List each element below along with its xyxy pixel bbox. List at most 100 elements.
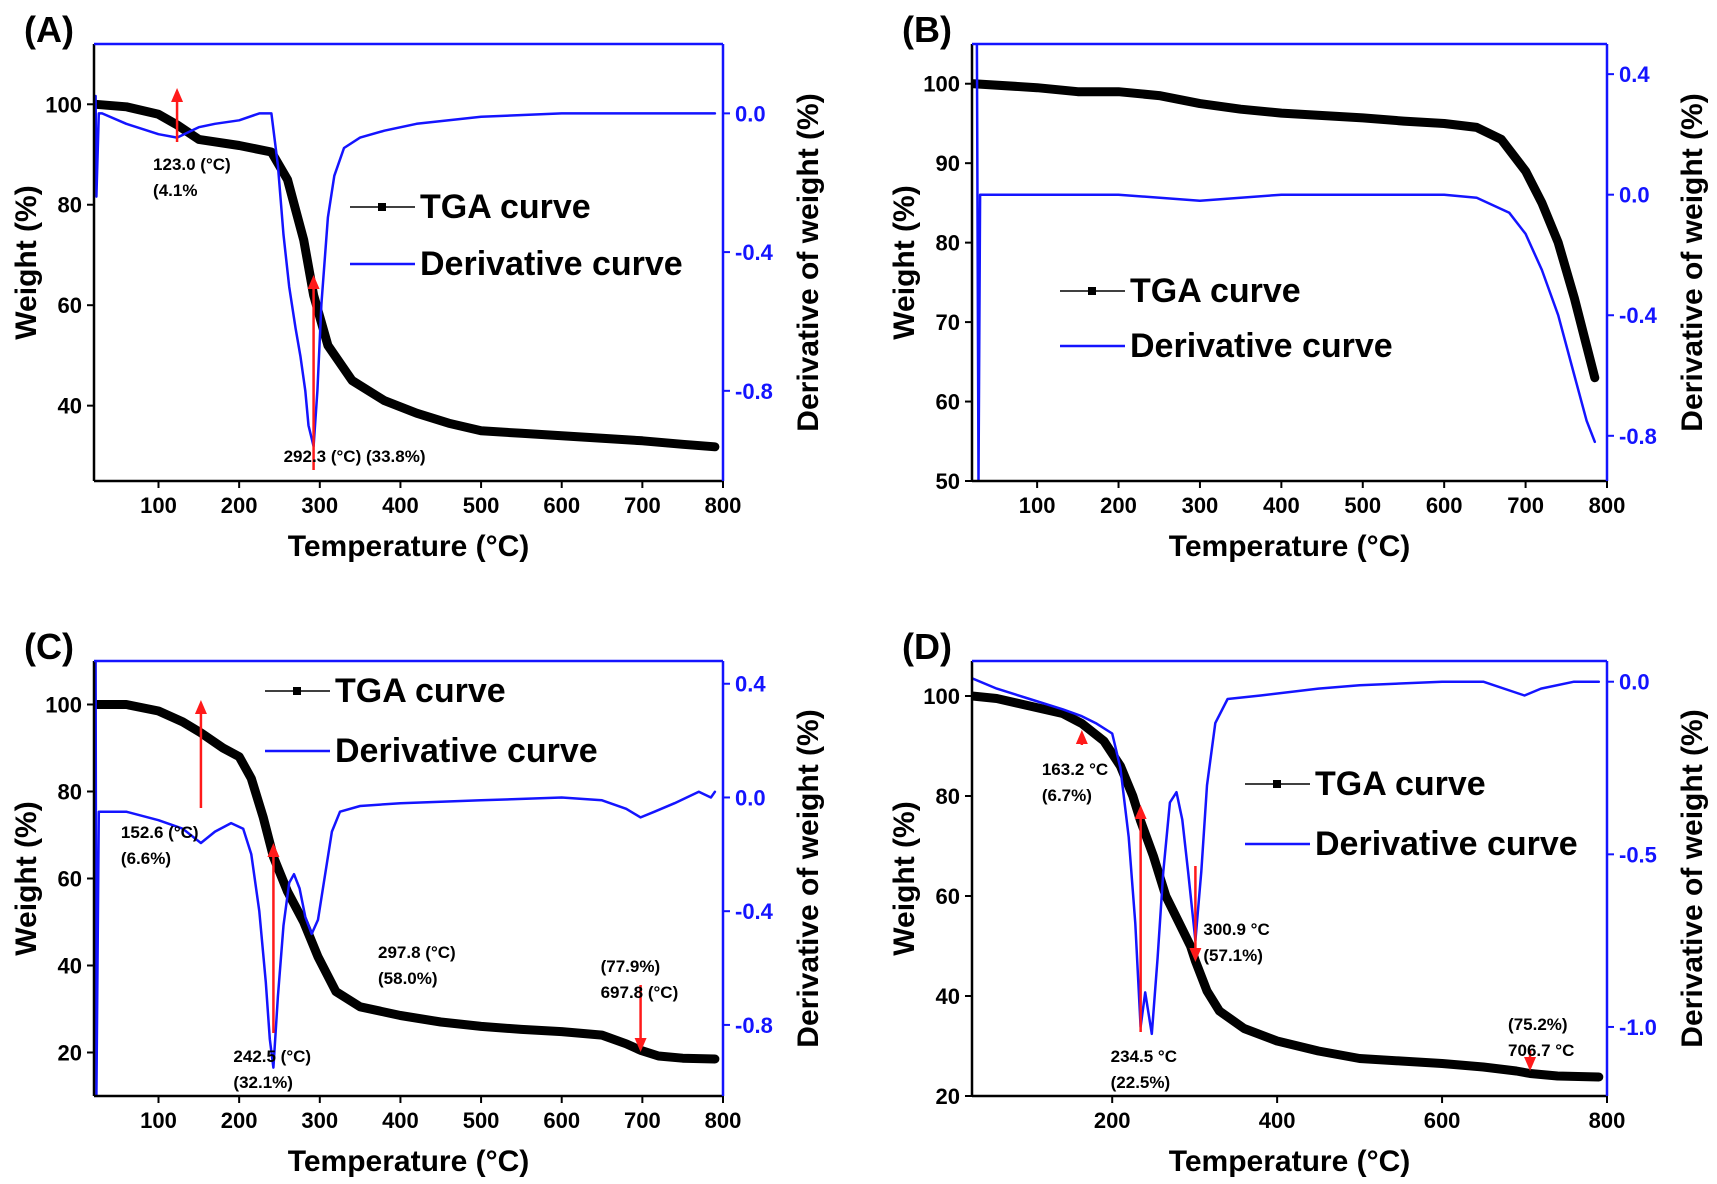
x-tick-label: 200 [1100, 493, 1137, 518]
legend-tga-marker [378, 203, 386, 211]
y-tick-label: 40 [936, 984, 960, 1009]
y2-tick-label: -1.0 [1619, 1015, 1657, 1040]
annotation-label: 152.6 (°C) [121, 823, 199, 842]
legend-tga-label: TGA curve [420, 188, 591, 226]
y-tick-label: 100 [923, 72, 960, 97]
annotation-arrowhead [1524, 1057, 1537, 1071]
x-tick-label: 800 [1589, 493, 1626, 518]
legend: TGA curve Derivative curve [265, 672, 598, 770]
y2-tick-label: -0.4 [735, 899, 774, 924]
x-tick-label: 600 [543, 493, 580, 518]
x-tick-label: 800 [705, 1108, 742, 1133]
y2-axis-title: Derivative of weight (%) [1676, 93, 1709, 431]
legend-tga-marker [293, 687, 301, 695]
x-tick-label: 600 [1426, 493, 1463, 518]
annotation-label: 706.7 °C [1508, 1041, 1574, 1060]
y-tick-label: 60 [936, 390, 960, 415]
y-tick-label: 50 [936, 469, 960, 494]
legend-tga-marker [1088, 287, 1096, 295]
y-tick-label: 60 [936, 884, 960, 909]
x-tick-label: 600 [1424, 1108, 1461, 1133]
annotation-label: (22.5%) [1111, 1073, 1171, 1092]
x-tick-label: 400 [1263, 493, 1300, 518]
annotation-arrowhead [194, 700, 207, 714]
x-tick-label: 300 [1182, 493, 1219, 518]
annotation-label: 297.8 (°C) [378, 943, 456, 962]
legend-tga-label: TGA curve [335, 672, 506, 710]
x-tick-label: 200 [221, 1108, 258, 1133]
x-tick-label: 500 [463, 1108, 500, 1133]
derivative-curve-line [975, 44, 1597, 481]
x-tick-label: 200 [221, 493, 258, 518]
y-tick-label: 20 [58, 1041, 82, 1066]
legend-tga-marker [1273, 780, 1281, 788]
panel-b: (B) 100 200 300 400 500 600 700 800 50 60 70 80 90 100… [888, 9, 1709, 563]
x-tick-label: 800 [1589, 1108, 1626, 1133]
panel-label: (B) [902, 9, 952, 50]
y-tick-label: 70 [936, 310, 960, 335]
legend-tga-label: TGA curve [1130, 272, 1301, 310]
x-tick-label: 800 [705, 493, 742, 518]
annotation-label: (58.0%) [378, 969, 438, 988]
y2-tick-label: -0.4 [735, 240, 774, 265]
derivative-curve-line [94, 94, 717, 448]
y2-tick-label: 0.0 [735, 101, 766, 126]
y2-tick-label: 0.0 [1619, 670, 1650, 695]
y2-tick-label: -0.4 [1619, 303, 1658, 328]
annotation-arrowhead [267, 843, 280, 857]
panel-d: (D) 200 400 600 800 20 40 60 80 100 -1.0 -0.5 0.0 Tem… [888, 626, 1709, 1178]
annotation-arrowhead [307, 275, 320, 289]
x-axis-title: Temperature (°C) [1169, 530, 1410, 563]
legend-derivative-label: Derivative curve [335, 732, 598, 770]
x-axis-title: Temperature (°C) [1169, 1145, 1410, 1178]
y2-tick-label: -0.8 [735, 1013, 773, 1038]
x-tick-label: 200 [1094, 1108, 1131, 1133]
derivative-curve-line [94, 661, 717, 1096]
y-tick-label: 60 [58, 867, 82, 892]
y-tick-label: 80 [58, 193, 82, 218]
x-tick-label: 100 [1019, 493, 1056, 518]
x-tick-label: 500 [1344, 493, 1381, 518]
annotation-label: (77.9%) [601, 957, 661, 976]
panel-c: (C) 100 200 300 400 500 600 700 800 20 40 60 80 100 -0… [10, 626, 825, 1178]
annotation-label: 292.3 (°C) (33.8%) [284, 447, 426, 466]
panel-label: (A) [24, 9, 74, 50]
annotation-label: 300.9 °C [1203, 920, 1269, 939]
x-tick-label: 600 [543, 1108, 580, 1133]
x-tick-label: 400 [1259, 1108, 1296, 1133]
annotation-arrowhead [171, 88, 184, 102]
x-tick-label: 100 [140, 493, 177, 518]
y2-tick-label: 0.4 [1619, 62, 1650, 87]
annotation-label: 697.8 (°C) [601, 983, 679, 1002]
y2-tick-label: -0.8 [1619, 424, 1657, 449]
annotation-label: 242.5 (°C) [233, 1047, 311, 1066]
y2-axis-title: Derivative of weight (%) [792, 93, 825, 431]
x-tick-label: 100 [140, 1108, 177, 1133]
x-tick-label: 300 [301, 493, 338, 518]
y2-axis-title: Derivative of weight (%) [792, 709, 825, 1047]
y-tick-label: 20 [936, 1084, 960, 1109]
tga-curve-line [972, 691, 1604, 1082]
panel-label: (C) [24, 626, 74, 667]
y-tick-label: 40 [58, 954, 82, 979]
y-axis-title: Weight (%) [888, 185, 921, 339]
y-tick-label: 100 [923, 684, 960, 709]
x-tick-label: 700 [1507, 493, 1544, 518]
x-tick-label: 700 [624, 1108, 661, 1133]
y2-axis-title: Derivative of weight (%) [1676, 709, 1709, 1047]
annotation-label: 163.2 °C [1042, 760, 1108, 779]
legend-tga-label: TGA curve [1315, 765, 1486, 803]
y2-tick-label: 0.0 [1619, 183, 1650, 208]
annotation-label: 234.5 °C [1111, 1047, 1177, 1066]
legend: TGA curve Derivative curve [1245, 765, 1578, 863]
panel-label: (D) [902, 626, 952, 667]
annotation-arrowhead [634, 1038, 647, 1052]
tga-curve-line [972, 79, 1600, 383]
y-tick-label: 80 [936, 231, 960, 256]
y2-tick-label: 0.0 [735, 785, 766, 810]
y-tick-label: 60 [58, 293, 82, 318]
legend: TGA curve Derivative curve [1060, 272, 1393, 365]
y2-tick-label: 0.4 [735, 672, 766, 697]
annotation-arrowhead [1134, 805, 1147, 819]
